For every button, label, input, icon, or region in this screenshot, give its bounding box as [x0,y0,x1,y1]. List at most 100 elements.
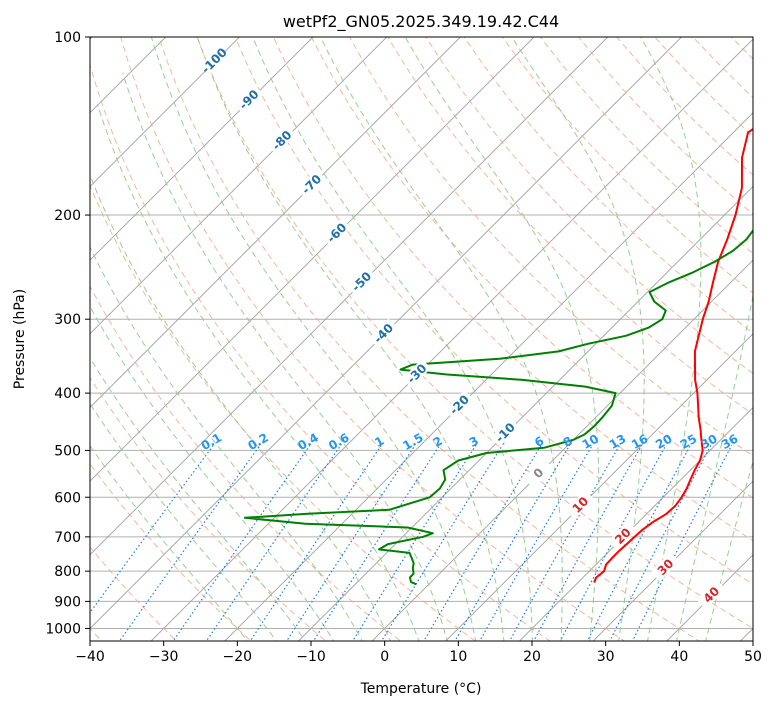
moist-adiabat-line [196,37,505,641]
y-tick-label: 1000 [45,621,81,637]
dry-adiabat-line [501,37,753,294]
mixing-ratio-line [172,444,311,641]
x-tick-label: 50 [744,649,762,665]
isotherm-label-bg [490,417,520,447]
isotherm-label-bg [650,552,680,582]
isotherm-label-bg [523,458,553,488]
moist-adiabat-line [676,292,753,641]
dry-adiabat-line [654,37,753,137]
dry-adiabat-line [90,463,252,641]
moist-adiabat-line [90,402,278,641]
dry-adiabat-line [730,37,753,60]
mixing-ratio-label: 1.5 [400,430,425,453]
mixing-ratio-line [423,444,542,641]
moist-adiabat-line [96,104,420,641]
mixing-ratio-line [352,444,477,641]
mixing-ratio-line [312,444,441,641]
moist-adiabat-line [90,245,363,641]
mixing-ratio-label: 2 [431,434,445,450]
isotherm-label-bg [444,390,474,420]
sounding-series [243,127,753,586]
mixing-ratio-line [454,444,571,641]
moist-adiabat-line [122,72,448,641]
isotherm-line [297,185,753,641]
isotherm-label-bg [321,218,351,248]
mixing-ratio-line [380,444,504,641]
moist-adiabat-line [252,37,533,641]
dry-adiabat-line [692,37,753,99]
dry-adiabat-line [196,37,753,630]
x-tick-label: 30 [597,649,615,665]
mixing-ratio-label: 25 [678,432,699,452]
dry-adiabat-line [158,37,701,641]
isotherm-line [90,37,609,556]
isotherm-label-bg [696,580,726,610]
y-axis-label: Pressure (hPa) [12,289,28,389]
moist-adiabat-line [90,305,335,641]
x-tick-label: −10 [296,649,326,665]
moist-adiabat-line [90,173,392,641]
y-tick-label: 800 [54,564,81,580]
dry-adiabat-line [90,285,402,641]
x-axis-label: Temperature (°C) [360,681,482,697]
y-tick-label: 300 [54,312,81,328]
y-tick-label: 200 [54,208,81,224]
x-tick-label: 0 [380,649,389,665]
isotherm-line [90,37,462,409]
y-axis-ticks: 100 200 300 400 500 600 700 800 900 1000 [45,30,90,637]
x-tick-label: −30 [149,649,179,665]
mixing-ratio-label: 16 [629,432,650,452]
moist-adiabat-line [705,459,753,641]
mixing-ratio-line [586,444,692,641]
dry-adiabat-line [349,37,753,457]
x-tick-label: 10 [449,649,467,665]
dewpoint-profile [243,228,753,586]
dry-adiabat-line [310,37,753,499]
isotherm-line [371,259,753,641]
mixing-ratio-line [508,444,621,641]
contour-labels: 0.10.20.40.611.52346810131620253036-100-… [199,45,740,610]
mixing-ratio-label: 0.4 [295,430,320,453]
moist-adiabat-line [150,37,477,641]
mixing-ratio-label: 20 [653,432,674,452]
moist-adiabat-line [320,37,563,641]
x-tick-label: 40 [670,649,688,665]
temperature-profile [593,127,753,583]
isotherm-line [90,37,535,482]
mixing-ratio-line [285,444,416,641]
isotherm-line [90,37,167,114]
mixing-ratio-line [559,444,667,641]
isotherm-label-bg [199,45,229,75]
isotherm-label-bg [608,521,638,551]
adiabat-lines [90,10,775,653]
dry-adiabat-line [234,37,753,585]
moist-adiabat-line [640,37,702,641]
isotherm-line [150,38,753,641]
dry-adiabat-line [743,10,775,653]
plot-frame [89,36,754,642]
x-tick-label: 20 [523,649,541,665]
dry-adiabat-line [272,37,753,542]
mixing-ratio-line [205,444,342,641]
moist-adiabat-line [90,445,249,641]
chart-title: wetPf2_GN05.2025.349.19.42.C44 [283,12,559,32]
dry-adiabat-line [90,376,327,641]
mixing-ratio-label: 8 [561,434,575,450]
mixing-ratio-label: 0.2 [246,430,271,453]
y-tick-label: 100 [54,30,81,46]
moist-adiabat-line [511,37,645,641]
moist-adiabat-line [404,37,600,641]
isotherm-label-bg [368,318,398,348]
y-tick-label: 700 [54,530,81,546]
mixing-ratio-label: 0.6 [326,430,351,453]
mixing-ratio-line [90,444,214,614]
mixing-ratio-label: 1 [372,434,386,450]
isotherm-line [445,333,753,641]
mixing-ratio-line [249,444,382,641]
dry-adiabat-line [90,546,178,641]
x-tick-label: −40 [75,649,105,665]
isotherm-label-bg [346,266,376,296]
isotherm-line [90,37,314,261]
y-tick-label: 600 [54,490,81,506]
x-tick-label: −20 [223,649,253,665]
